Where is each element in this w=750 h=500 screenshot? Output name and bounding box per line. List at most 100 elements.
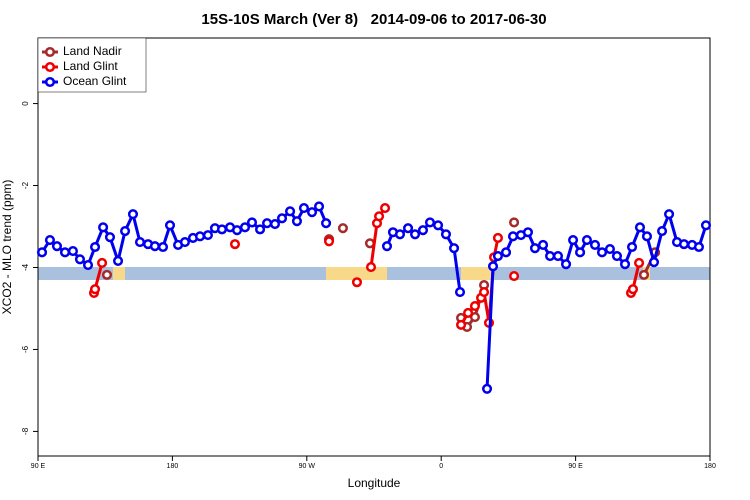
data-point	[537, 239, 549, 251]
data-point	[604, 243, 615, 255]
data-point	[285, 206, 296, 217]
data-point	[545, 250, 556, 262]
data-point	[67, 246, 78, 257]
data-point	[634, 257, 645, 269]
data-point	[700, 220, 712, 231]
data-point	[424, 217, 436, 228]
x-tick-label: 180	[167, 463, 179, 470]
data-point	[638, 269, 650, 280]
data-point	[127, 209, 139, 220]
y-tick-label: -6	[21, 345, 30, 353]
legend-label: Ocean Glint	[63, 74, 127, 88]
data-point	[262, 218, 273, 229]
data-point	[321, 218, 332, 229]
data-point	[611, 250, 623, 262]
data-point	[440, 229, 452, 240]
x-axis-label: Longitude	[348, 476, 401, 490]
data-point	[380, 203, 391, 214]
data-point	[456, 319, 467, 330]
data-point	[463, 307, 474, 319]
chart-title: 15S-10S March (Ver 8) 2014-09-06 to 2017…	[201, 11, 546, 28]
data-point	[589, 239, 601, 251]
data-point	[44, 234, 55, 246]
data-point	[202, 230, 213, 241]
data-point	[98, 222, 109, 233]
data-point	[74, 254, 86, 265]
data-point	[59, 247, 71, 258]
data-point	[365, 262, 377, 273]
data-point	[337, 223, 348, 234]
data-point	[239, 222, 251, 233]
y-tick-label: -2	[21, 181, 30, 189]
data-point	[433, 220, 444, 231]
data-point	[481, 383, 493, 394]
data-point	[469, 300, 480, 312]
data-point	[101, 269, 113, 280]
data-point	[134, 237, 146, 248]
legend-marker	[44, 46, 56, 58]
data-point	[648, 257, 660, 268]
data-point	[313, 201, 325, 212]
data-point	[417, 225, 429, 236]
data-point	[179, 237, 190, 248]
data-point	[36, 247, 48, 258]
data-point	[619, 259, 631, 270]
legend-label: Land Glint	[63, 59, 118, 73]
data-point	[194, 231, 206, 242]
data-point	[657, 225, 668, 237]
data-point	[120, 225, 131, 237]
data-point	[51, 241, 63, 252]
data-point	[246, 217, 258, 228]
data-point	[381, 241, 393, 252]
data-point	[402, 223, 414, 234]
data-point	[522, 227, 534, 238]
data-point	[164, 220, 176, 231]
data-point	[298, 203, 310, 214]
data-point	[581, 234, 592, 246]
land-band	[113, 267, 125, 280]
data-point	[157, 241, 169, 253]
data-point	[529, 243, 541, 254]
data-point	[89, 284, 101, 295]
data-point	[664, 209, 675, 220]
x-tick-label: 90 E	[31, 463, 46, 470]
data-point	[575, 247, 586, 258]
data-point	[507, 231, 519, 242]
data-point	[216, 224, 228, 235]
data-point	[509, 217, 520, 228]
data-point	[255, 224, 266, 235]
data-point	[479, 287, 490, 298]
data-point	[627, 284, 638, 295]
plot-frame	[37, 37, 711, 457]
legend-marker	[44, 61, 56, 73]
data-point	[568, 234, 579, 246]
legend-marker	[44, 76, 56, 88]
data-point	[306, 207, 318, 218]
data-point	[351, 277, 363, 288]
y-axis-label: XCO2 - MLO trend (ppm)	[0, 180, 14, 315]
x-tick-label: 180	[704, 463, 716, 470]
y-tick-label: -8	[21, 427, 30, 435]
data-point	[229, 239, 241, 250]
data-point	[232, 225, 243, 236]
data-point	[276, 213, 288, 224]
y-tick-label: -4	[21, 263, 30, 271]
x-tick-label: 90 E	[568, 463, 583, 470]
data-point	[89, 241, 101, 253]
data-point	[410, 229, 421, 240]
series-line	[40, 204, 708, 389]
data-point	[82, 259, 94, 271]
data-point	[509, 271, 520, 282]
data-point	[596, 247, 608, 258]
data-point	[492, 232, 503, 244]
data-point	[634, 222, 646, 233]
data-point	[693, 241, 704, 253]
data-point	[112, 255, 124, 266]
data-point	[454, 287, 466, 298]
data-point	[374, 211, 385, 222]
data-point	[448, 243, 460, 254]
x-tick-label: 0	[439, 463, 443, 470]
data-point	[469, 312, 480, 323]
data-point	[492, 250, 503, 262]
